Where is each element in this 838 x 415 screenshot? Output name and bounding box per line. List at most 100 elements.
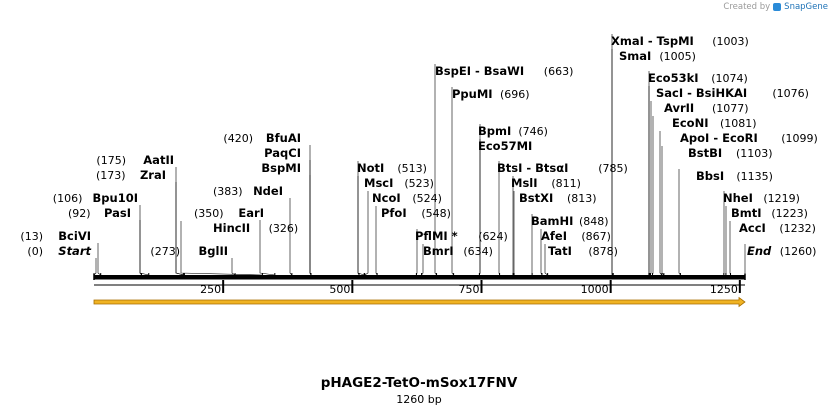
cut-site-leader (175, 182, 184, 276)
enzyme-name: BmtI (731, 206, 762, 220)
enzyme-position: (420) (223, 132, 253, 145)
enzyme-position: (175) (96, 154, 126, 167)
enzyme-name: AvrII (664, 101, 694, 115)
enzyme-position: (813) (567, 192, 597, 205)
enzyme-name: AatII (143, 153, 174, 167)
cut-site-leader (451, 87, 454, 276)
enzyme-position: (811) (551, 177, 581, 190)
enzyme-position: (524) (412, 192, 442, 205)
cut-site-leader (309, 175, 312, 276)
enzyme-name: BfuAI (266, 131, 301, 145)
enzyme-name: BciVI (58, 229, 91, 243)
ruler-tick-label: 500 (329, 283, 350, 296)
enzyme-name: BmrI (423, 244, 454, 258)
cut-site-leader (139, 220, 142, 276)
enzyme-name: NheI (723, 191, 753, 205)
cut-site-leader (357, 176, 365, 276)
enzyme-position: (13) (20, 230, 43, 243)
enzyme-name: NotI (357, 161, 384, 175)
enzyme-position: (273) (150, 245, 180, 258)
cut-site-leader (498, 161, 500, 276)
enzyme-name: NdeI (253, 184, 283, 198)
enzyme-name: PaqCI (264, 146, 301, 160)
enzyme-name: HincII (213, 221, 250, 235)
feature-arrow (93, 296, 746, 308)
enzyme-position: (326) (269, 222, 299, 235)
cut-site-leader (97, 243, 101, 276)
enzyme-position: (1260) (780, 245, 817, 258)
enzyme-position: (624) (478, 230, 508, 243)
enzyme-name: PpuMI (452, 87, 493, 101)
cut-site-leader (231, 258, 236, 276)
enzyme-name: XmaI - TspMI (611, 34, 694, 48)
enzyme-position: (785) (598, 162, 628, 175)
enzyme-name: End (747, 244, 772, 258)
cut-site-leader (544, 244, 548, 276)
enzyme-position: (1074) (711, 72, 748, 85)
enzyme-name: AfeI (541, 229, 567, 243)
enzyme-position: (92) (68, 207, 91, 220)
cut-site-leader (729, 221, 731, 276)
enzyme-position: (106) (53, 192, 83, 205)
enzyme-name: EarI (238, 206, 264, 220)
enzyme-position: (1103) (736, 147, 773, 160)
ruler-tick-label: 750 (459, 283, 480, 296)
cut-site-leader (93, 258, 97, 276)
cut-site-leader (661, 146, 665, 276)
enzyme-position: (1223) (771, 207, 808, 220)
enzyme-position: (1099) (781, 132, 818, 145)
enzyme-name: EcoNI (672, 116, 708, 130)
enzyme-name: ZraI (140, 168, 166, 182)
enzyme-position: (1003) (712, 35, 749, 48)
enzyme-name: Eco53kI (648, 71, 699, 85)
ruler-tick-label: 250 (200, 283, 221, 296)
enzyme-name: PfoI (381, 206, 407, 220)
enzyme-name: ApoI - EcoRI (680, 131, 758, 145)
map-length: 1260 bp (396, 393, 442, 406)
enzyme-name: BtsI - BtsαI (497, 161, 568, 175)
enzyme-name: MscI (364, 176, 393, 190)
enzyme-position: (0) (27, 245, 43, 258)
enzyme-name: BbsI (696, 169, 724, 183)
enzyme-position: (1219) (763, 192, 800, 205)
enzyme-position: (523) (404, 177, 434, 190)
enzyme-name: PasI (104, 206, 131, 220)
enzyme-position: (173) (96, 169, 126, 182)
dna-backbone (94, 275, 745, 280)
enzyme-position: (696) (500, 88, 530, 101)
enzyme-name: BglII (199, 244, 229, 258)
enzyme-labels: BciVI (13) Start (0) Bpu10I (106) PasI (92) AatI… (20, 34, 817, 258)
enzyme-position: (634) (463, 245, 493, 258)
cut-site-leader (648, 86, 651, 276)
enzyme-position: (1135) (736, 170, 773, 183)
map-title: pHAGE2-TetO-mSox17FNV (320, 375, 518, 391)
enzyme-name: PflMI * (415, 229, 458, 243)
enzyme-name: Eco57MI (478, 139, 532, 153)
enzyme-name: SmaI (619, 49, 651, 63)
cut-site-leader (175, 167, 185, 276)
cut-site-leader (659, 131, 663, 276)
enzyme-name: BspMI (261, 161, 301, 175)
ruler-tick-label: 1000 (581, 283, 609, 296)
enzyme-position: (848) (579, 215, 609, 228)
cut-site-leader (139, 205, 149, 276)
cut-site-leader (289, 198, 293, 276)
enzyme-position: (350) (194, 207, 224, 220)
cut-site-leaders (93, 34, 746, 277)
enzyme-name: NcoI (372, 191, 401, 205)
enzyme-name: BspEI - BsaWI (435, 64, 524, 78)
enzyme-position: (867) (581, 230, 611, 243)
credit-brand: SnapGene (784, 2, 828, 12)
ruler-tick-label: 1250 (710, 283, 738, 296)
cut-site-leader (678, 169, 681, 276)
enzyme-position: (663) (544, 65, 574, 78)
cut-site-leader (375, 206, 378, 276)
enzyme-name: SacI - BsiHKAI (656, 86, 747, 100)
enzyme-position: (746) (518, 125, 548, 138)
enzyme-position: (1005) (659, 50, 696, 63)
enzyme-name: Start (58, 244, 91, 258)
enzyme-position: (383) (213, 185, 243, 198)
credit-text: Created by (723, 2, 771, 12)
enzyme-name: BstXI (519, 191, 553, 205)
